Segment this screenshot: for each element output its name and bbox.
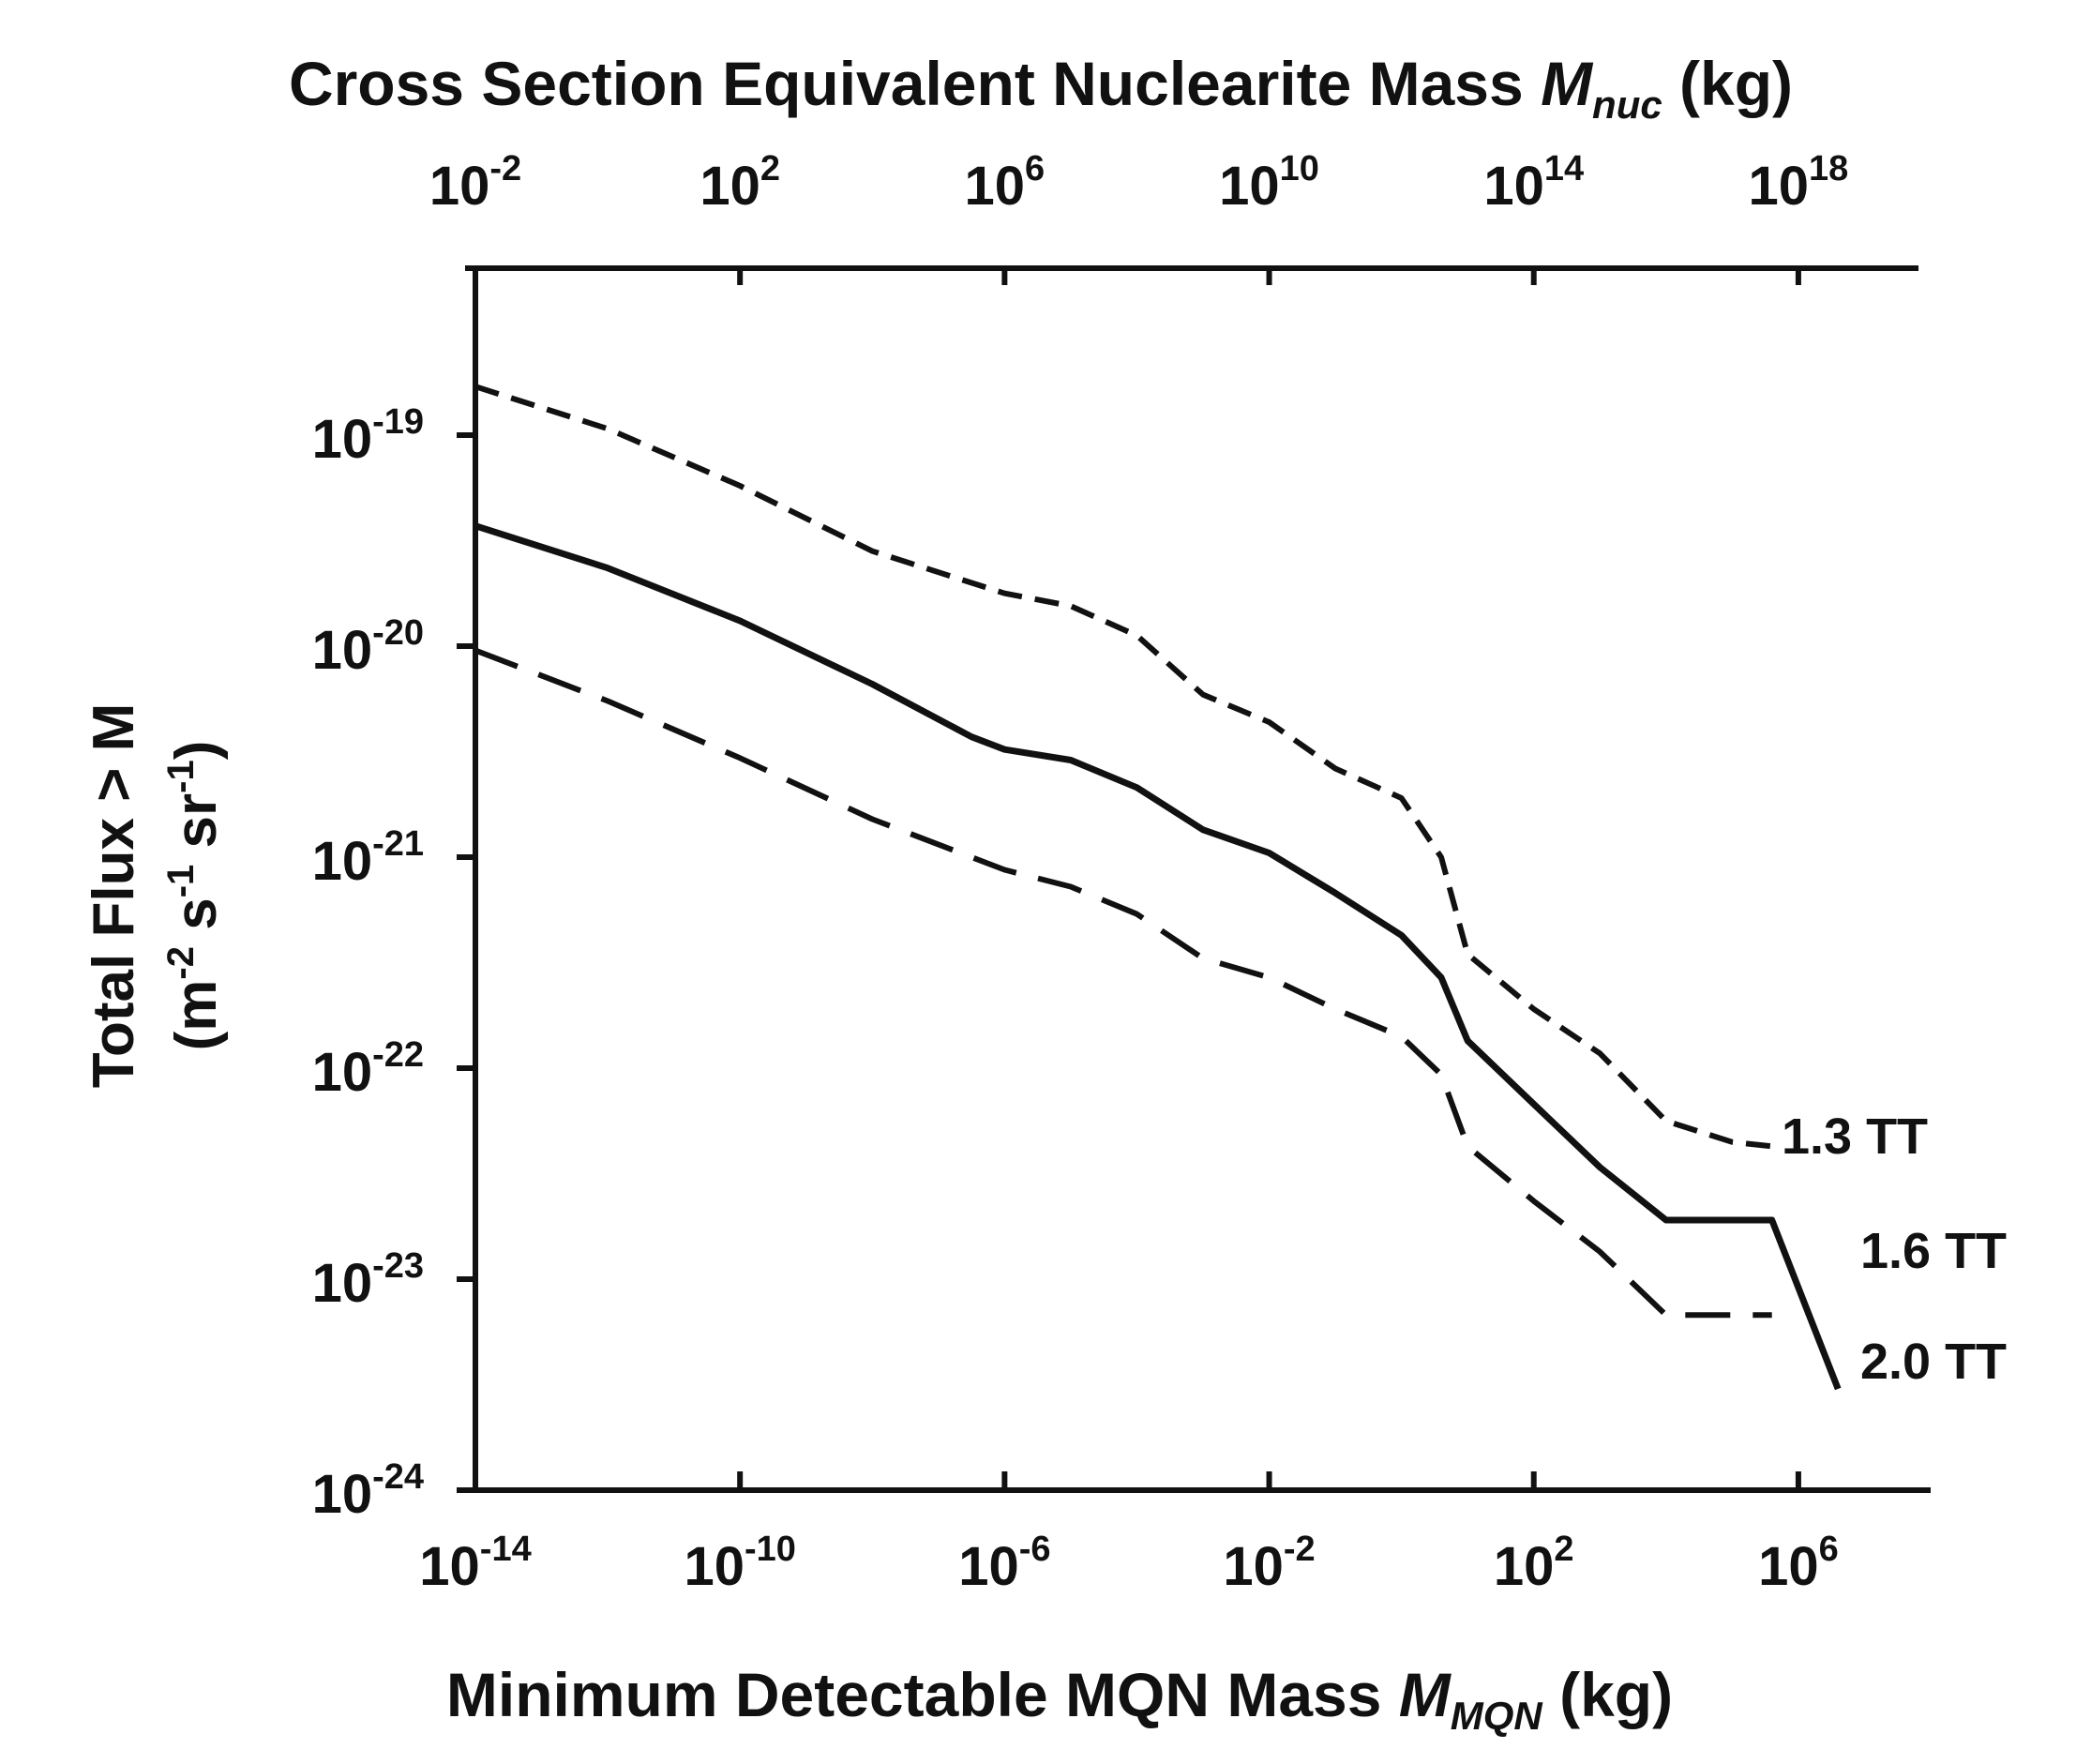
x-axis-title-symbol: M	[1399, 1660, 1452, 1729]
x-axis-tick-label-base: 10	[1494, 1536, 1555, 1597]
series-label-1-6-tt: 1.6 TT	[1860, 1223, 2007, 1279]
top-axis-tick-label-exponent: 18	[1809, 149, 1848, 188]
top-axis-tick-label-base: 10	[965, 156, 1026, 217]
y-axis-tick-label-base: 10	[312, 831, 373, 892]
x-axis-tick-label: 10-14	[419, 1530, 531, 1597]
x-axis-tick-label-exponent: -14	[480, 1530, 532, 1569]
series-line-2-0-tt	[474, 647, 1772, 1319]
y-title-part: )	[164, 741, 229, 761]
x-axis-title-unit: (kg)	[1542, 1660, 1673, 1729]
top-axis-tick-label: 102	[700, 149, 780, 217]
y-axis-tick-label-base: 10	[312, 1253, 373, 1314]
y-title-sup: -1	[160, 865, 202, 898]
top-axis-tick-label-base: 10	[1483, 156, 1544, 217]
top-axis-title-unit: (kg)	[1662, 49, 1793, 118]
top-axis-tick-label-exponent: 2	[760, 149, 780, 188]
top-axis-tick-label-base: 10	[429, 156, 490, 217]
x-axis-tick-label: 10-10	[684, 1530, 795, 1597]
y-axis-tick-label: 10-22	[312, 1035, 424, 1103]
top-axis-title-main: Cross Section Equivalent Nuclearite Mass	[289, 49, 1541, 118]
top-axis-tick-label: 10-2	[429, 149, 521, 217]
x-axis-tick-label-base: 10	[1223, 1536, 1284, 1597]
y-axis-tick-label-exponent: -20	[372, 613, 424, 653]
x-axis-tick-label-exponent: -2	[1284, 1530, 1316, 1569]
x-axis-tick-label-exponent: 6	[1819, 1530, 1839, 1569]
x-axis-title-main: Minimum Detectable MQN Mass	[446, 1660, 1399, 1729]
y-axis-tick-label: 10-23	[312, 1246, 424, 1314]
y-title-part: (m	[164, 980, 229, 1051]
y-axis-tick-label-exponent: -24	[372, 1457, 424, 1497]
top-axis-tick-label: 1010	[1219, 149, 1319, 217]
y-title-sup: -1	[160, 760, 202, 793]
y-axis-tick-label: 10-24	[312, 1457, 424, 1525]
x-axis-title-subscript: MQN	[1451, 1694, 1544, 1739]
top-axis-tick-label: 1014	[1483, 149, 1584, 217]
top-axis-title: Cross Section Equivalent Nuclearite Mass…	[289, 49, 1793, 127]
x-axis-tick-label-exponent: -10	[745, 1530, 796, 1569]
y-axis-tick-label-base: 10	[312, 1042, 373, 1103]
top-axis-tick-label-exponent: 14	[1544, 149, 1584, 188]
top-axis-tick-label-exponent: 10	[1280, 149, 1319, 188]
series-label-2-0-tt: 2.0 TT	[1860, 1334, 2007, 1390]
y-title-part: sr	[164, 793, 229, 865]
top-axis-title-subscript: nuc	[1592, 83, 1662, 127]
x-axis-tick-label-exponent: 2	[1554, 1530, 1573, 1569]
y-axis-tick-label-base: 10	[312, 409, 373, 470]
series-line-1-3-tt	[474, 384, 1773, 1150]
series-layer	[474, 384, 1842, 1391]
top-axis-tick-label: 106	[965, 149, 1046, 217]
series-label-1-3-tt: 1.3 TT	[1782, 1108, 1928, 1165]
x-axis-tick-label-base: 10	[684, 1536, 745, 1597]
x-axis-ticks: 10-14 10-10 10-6 10-2 102 106	[419, 1471, 1839, 1597]
y-axis-tick-label: 10-19	[312, 402, 424, 470]
y-axis-tick-label-base: 10	[312, 1464, 373, 1525]
top-axis-tick-label-exponent: -2	[489, 149, 521, 188]
x-axis-tick-label-base: 10	[958, 1536, 1019, 1597]
y-title-sup: -2	[160, 946, 202, 980]
y-axis-tick-label-exponent: -21	[372, 824, 424, 864]
top-axis-tick-label: 1018	[1749, 149, 1849, 217]
top-axis-title-symbol: M	[1541, 49, 1594, 118]
x-axis-tick-label: 102	[1494, 1530, 1574, 1597]
x-axis-title: Minimum Detectable MQN Mass MMQN (kg)	[446, 1660, 1673, 1739]
top-axis-tick-label-exponent: 6	[1025, 149, 1045, 188]
x-axis-tick-label: 10-6	[958, 1530, 1050, 1597]
y-axis-tick-label-exponent: -22	[372, 1035, 424, 1075]
x-axis-tick-label-base: 10	[419, 1536, 480, 1597]
x-axis-tick-label-base: 10	[1758, 1536, 1819, 1597]
y-axis-title-line1: Total Flux > M	[82, 703, 146, 1088]
y-axis-tick-label: 10-20	[312, 613, 424, 681]
top-axis-tick-label-base: 10	[1749, 156, 1810, 217]
y-axis-title-line2: (m-2 s-1 sr-1)	[160, 741, 229, 1051]
x-axis-tick-label: 106	[1758, 1530, 1839, 1597]
y-title-part: s	[164, 897, 229, 946]
y-axis-title: Total Flux > M (m-2 s-1 sr-1)	[82, 703, 229, 1088]
y-axis-tick-label-base: 10	[312, 620, 373, 681]
top-axis-ticks: 10-2 102 106 1010 1014 1018	[429, 149, 1848, 285]
y-axis-tick-label: 10-21	[312, 824, 424, 892]
x-axis-tick-label: 10-2	[1223, 1530, 1315, 1597]
top-axis-tick-label-base: 10	[1219, 156, 1280, 217]
y-axis-tick-label-exponent: -23	[372, 1246, 424, 1286]
top-axis-tick-label-base: 10	[700, 156, 760, 217]
series-line-1-6-tt	[474, 522, 1842, 1391]
x-axis-tick-label-exponent: -6	[1019, 1530, 1051, 1569]
y-axis-tick-label-exponent: -19	[372, 402, 424, 442]
